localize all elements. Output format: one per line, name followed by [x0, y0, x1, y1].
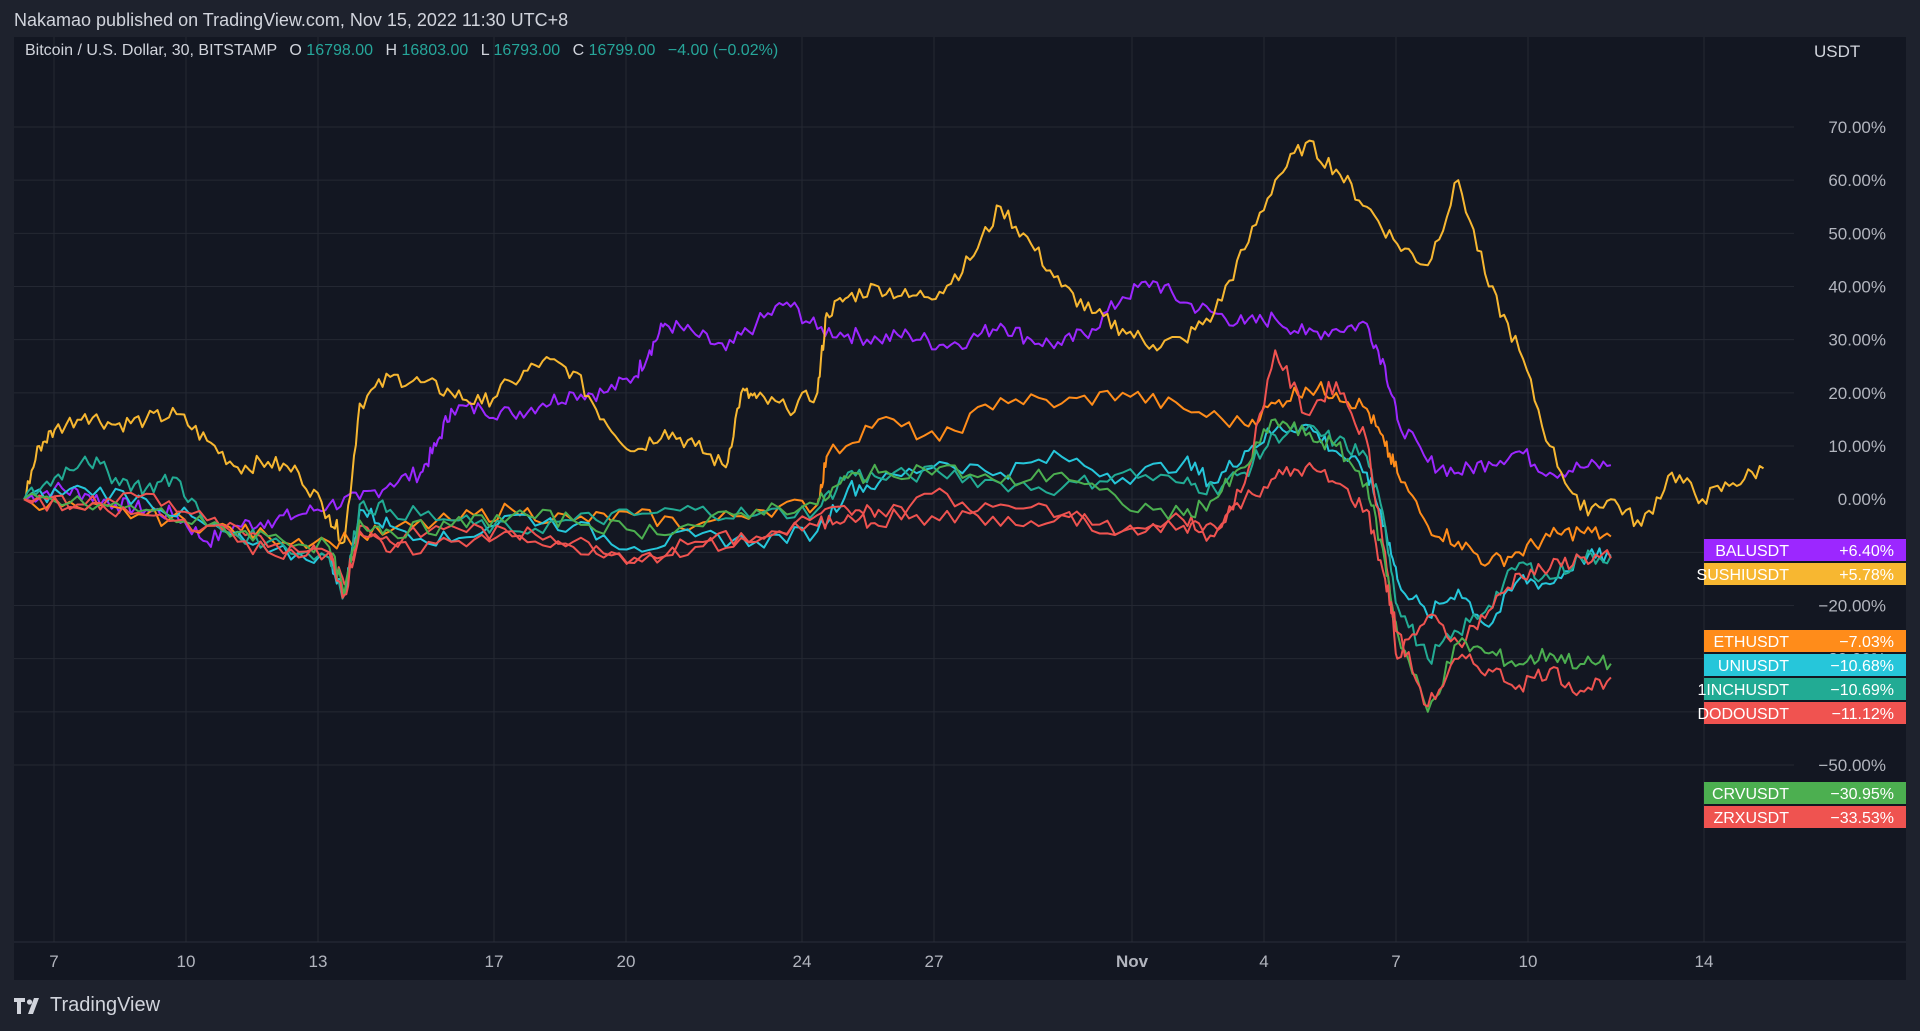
series-name-text: 1INCHUSDT — [1697, 682, 1789, 699]
series-line-1inchusdt — [23, 423, 1612, 665]
series-value-text: −7.03% — [1839, 634, 1894, 651]
high-label: H — [385, 42, 397, 59]
series-value-badge — [1812, 654, 1910, 676]
last-value-labels: BALUSDT +6.40% SUSHIUSDT +5.78% ETHUSDT −7.03… — [1697, 539, 1910, 828]
y-tick-label: −20.00% — [1818, 597, 1886, 616]
series-name-text: UNIUSDT — [1718, 658, 1789, 675]
x-tick-label: Nov — [1116, 952, 1149, 971]
series-value-badge — [1812, 678, 1910, 700]
x-tick-label: 24 — [793, 952, 812, 971]
series-name-badge — [1704, 563, 1812, 585]
series-name-badge — [1704, 806, 1812, 828]
chart-area[interactable]: 70.00% 60.00% 50.00% 40.00% 30.00% 20.00% 10.0… — [14, 37, 1910, 980]
series-label-1inchusdt: 1INCHUSDT −10.69% — [1697, 678, 1910, 700]
y-tick-label: 20.00% — [1828, 384, 1886, 403]
series-name-badge — [1704, 539, 1812, 561]
series-value-text: +6.40% — [1839, 543, 1894, 560]
open-value: 16798.00 — [306, 42, 373, 59]
series-label-sushiusdt: SUSHIUSDT +5.78% — [1697, 563, 1910, 585]
x-tick-label: 10 — [1519, 952, 1538, 971]
x-tick-label: 20 — [617, 952, 636, 971]
plot-background — [14, 37, 1906, 980]
series-label-balusdt: BALUSDT +6.40% — [1704, 539, 1910, 561]
series-value-text: −11.12% — [1832, 706, 1894, 723]
y-tick-label: 10.00% — [1828, 437, 1886, 456]
series-value-badge — [1812, 806, 1910, 828]
y-tick-label: 30.00% — [1828, 331, 1886, 350]
ohlc-legend: Bitcoin / U.S. Dollar, 30, BITSTAMP O 16… — [25, 42, 778, 59]
series-value-badge — [1812, 702, 1910, 724]
series-name-text: CRVUSDT — [1712, 786, 1789, 803]
series-name-badge — [1704, 654, 1812, 676]
series-layer — [23, 139, 1765, 713]
series-value-badge — [1812, 630, 1910, 652]
series-label-dodousdt: DODOUSDT −11.12% — [1697, 702, 1910, 724]
y-tick-label: −50.00% — [1818, 756, 1886, 775]
publish-info: Nakamao published on TradingView.com, No… — [14, 10, 569, 30]
series-value-text: −10.68% — [1830, 658, 1894, 675]
series-name-text: SUSHIUSDT — [1697, 567, 1790, 584]
close-value: 16799.00 — [589, 42, 656, 59]
x-tick-label: 7 — [49, 952, 58, 971]
low-value: 16793.00 — [493, 42, 560, 59]
x-tick-label: 17 — [485, 952, 504, 971]
high-value: 16803.00 — [402, 42, 469, 59]
series-name-badge — [1704, 678, 1812, 700]
y-tick-label: 40.00% — [1828, 278, 1886, 297]
y-tick-label: 60.00% — [1828, 171, 1886, 190]
series-value-badge — [1812, 539, 1910, 561]
series-line-balusdt — [23, 280, 1612, 548]
close-label: C — [573, 42, 585, 59]
currency-label: USDT — [1814, 42, 1860, 61]
series-value-badge — [1812, 782, 1910, 804]
footer: TradingView — [14, 994, 160, 1017]
series-line-ethusdt — [23, 381, 1612, 568]
symbol-name: Bitcoin / U.S. Dollar, 30, BITSTAMP — [25, 42, 277, 59]
y-tick-label: 0.00% — [1838, 490, 1886, 509]
low-label: L — [481, 42, 490, 59]
open-label: O — [289, 42, 301, 59]
series-label-crvusdt: CRVUSDT −30.95% — [1704, 782, 1910, 804]
tradingview-logo-icon[interactable] — [14, 997, 42, 1014]
x-tick-label: 13 — [309, 952, 328, 971]
series-name-text: DODOUSDT — [1697, 706, 1789, 723]
series-value-text: +5.78% — [1839, 567, 1894, 584]
series-name-badge — [1704, 630, 1812, 652]
x-tick-label: 14 — [1695, 952, 1714, 971]
series-name-badge — [1704, 702, 1812, 724]
series-label-ethusdt: ETHUSDT −7.03% — [1704, 630, 1910, 652]
series-line-zrxusdt — [23, 462, 1612, 708]
x-tick-label: 7 — [1391, 952, 1400, 971]
y-tick-label: 50.00% — [1828, 224, 1886, 243]
y-tick-label: 70.00% — [1828, 118, 1886, 137]
series-label-zrxusdt: ZRXUSDT −33.53% — [1704, 806, 1910, 828]
series-line-sushiusdt — [23, 139, 1765, 545]
x-tick-label: 27 — [925, 952, 944, 971]
series-value-text: −10.69% — [1830, 682, 1894, 699]
series-value-text: −33.53% — [1830, 810, 1894, 827]
chart-svg[interactable]: 70.00%60.00%50.00%40.00%30.00%20.00%10.0… — [14, 37, 1910, 980]
x-tick-label: 10 — [177, 952, 196, 971]
series-name-text: BALUSDT — [1715, 543, 1789, 560]
series-name-text: ETHUSDT — [1713, 634, 1789, 651]
brand-name[interactable]: TradingView — [50, 994, 161, 1016]
series-value-text: −30.95% — [1830, 786, 1894, 803]
series-value-badge — [1812, 563, 1910, 585]
x-tick-label: 4 — [1259, 952, 1268, 971]
series-name-badge — [1704, 782, 1812, 804]
series-name-text: ZRXUSDT — [1713, 810, 1789, 827]
series-line-uniusdt — [23, 423, 1612, 628]
change-value: −4.00 (−0.02%) — [668, 42, 778, 59]
series-label-uniusdt: UNIUSDT −10.68% — [1704, 654, 1910, 676]
x-axis: 7 10 13 17 20 24 27 Nov 4 7 10 14 — [14, 941, 1906, 971]
